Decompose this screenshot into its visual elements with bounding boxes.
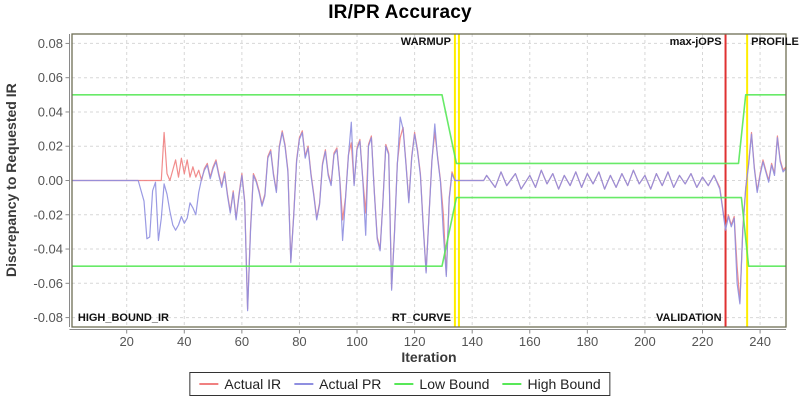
x-tick-label: 160 — [519, 334, 541, 349]
phase-label-validation: VALIDATION — [656, 312, 722, 324]
legend-item-high-bound: High Bound — [502, 376, 601, 392]
y-tick-label: 0.04 — [38, 104, 63, 119]
tick-labels: 20 40 60 80 100 120 140 160 180 200 220 240 0.08 0.06… — [33, 36, 771, 349]
x-tick-label: 80 — [292, 334, 306, 349]
phase-labels: WARMUP RT_CURVE max-jOPS VALIDATION PROFILE H… — [78, 36, 799, 324]
phase-label-max-jops: max-jOPS — [670, 36, 722, 48]
x-tick-label: 60 — [235, 334, 249, 349]
series-actual-pr — [72, 116, 787, 312]
legend-item-actual-pr: Actual PR — [294, 376, 381, 392]
legend-swatch — [502, 383, 522, 385]
legend-swatch — [394, 383, 414, 385]
x-tick-label: 180 — [576, 334, 598, 349]
x-tick-label: 200 — [634, 334, 656, 349]
legend-label: Actual PR — [319, 376, 382, 392]
data-series — [72, 94, 787, 312]
y-tick-label: -0.08 — [33, 310, 63, 325]
x-tick-label: 120 — [404, 334, 426, 349]
legend-label: Actual IR — [224, 376, 282, 392]
y-tick-label: -0.04 — [33, 242, 63, 257]
x-tick-label: 220 — [692, 334, 714, 349]
y-tick-label: 0.00 — [38, 173, 63, 188]
chart-title: IR/PR Accuracy — [328, 2, 472, 23]
legend-item-actual-ir: Actual IR — [199, 376, 281, 392]
phase-label-rt-curve: RT_CURVE — [392, 312, 451, 324]
legend: Actual IR Actual PR Low Bound High Bound — [189, 372, 611, 396]
gridlines — [72, 34, 786, 327]
legend-swatch — [294, 383, 314, 385]
legend-label: Low Bound — [419, 376, 490, 392]
phase-label-warmup: WARMUP — [401, 36, 451, 48]
legend-label: High Bound — [527, 376, 601, 392]
x-tick-label: 20 — [119, 334, 133, 349]
y-tick-label: 0.06 — [38, 70, 63, 85]
series-low-bound — [72, 196, 786, 268]
legend-swatch — [199, 383, 219, 385]
axes — [69, 33, 787, 330]
series-high-bound — [72, 94, 786, 165]
x-tick-label: 100 — [346, 334, 368, 349]
legend-item-low-bound: Low Bound — [394, 376, 489, 392]
y-tick-label: 0.02 — [38, 139, 63, 154]
phase-label-profile: PROFILE — [751, 36, 799, 48]
x-axis-label: Iteration — [401, 349, 457, 365]
y-tick-label: -0.02 — [33, 207, 63, 222]
x-tick-label: 40 — [177, 334, 191, 349]
y-tick-label: 0.08 — [38, 36, 63, 51]
y-tick-label: -0.06 — [33, 276, 63, 291]
x-tick-label: 140 — [461, 334, 483, 349]
x-tick-label: 240 — [749, 334, 771, 349]
annotation-high-bound-ir: HIGH_BOUND_IR — [78, 312, 169, 324]
